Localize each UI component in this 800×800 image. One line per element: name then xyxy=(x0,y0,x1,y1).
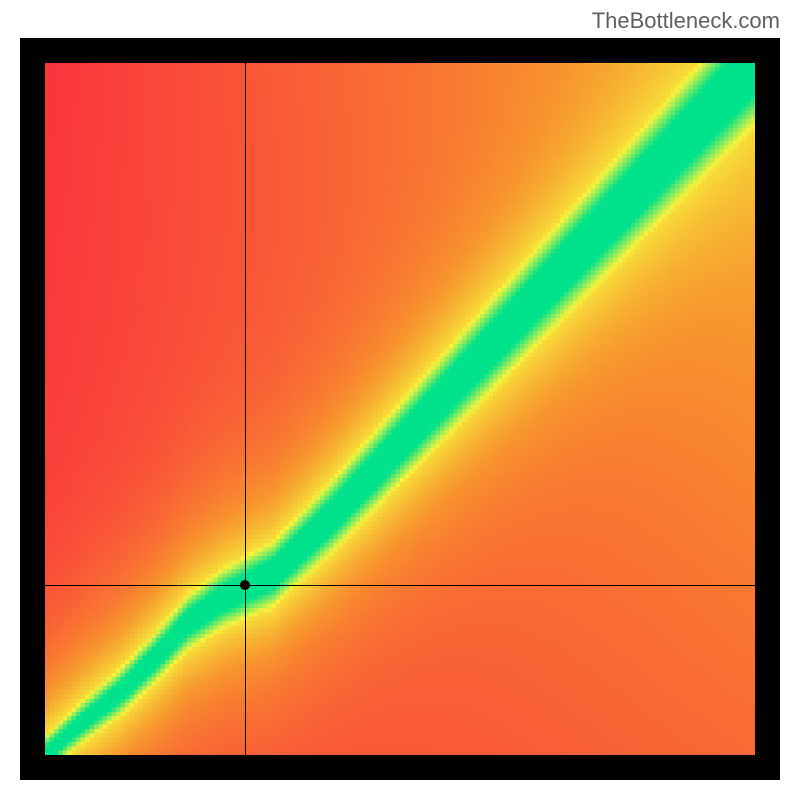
chart-frame xyxy=(20,38,780,780)
heatmap-canvas xyxy=(45,63,755,755)
watermark-text: TheBottleneck.com xyxy=(592,8,780,34)
crosshair-dot xyxy=(240,580,250,590)
crosshair-horizontal xyxy=(45,585,755,586)
crosshair-vertical xyxy=(245,63,246,755)
